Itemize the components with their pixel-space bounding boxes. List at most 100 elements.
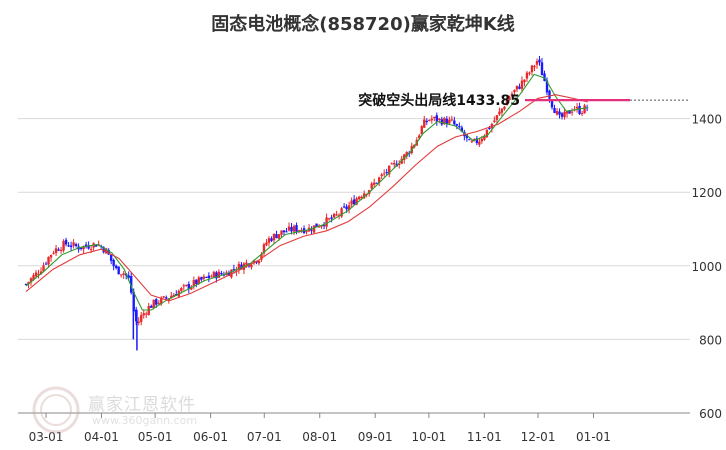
candle-up: [513, 90, 515, 92]
candle-up: [90, 249, 92, 250]
x-tick-label: 12-01: [521, 430, 556, 444]
candle-up: [373, 183, 375, 185]
x-tick-label: 08-01: [302, 430, 337, 444]
candle-down: [453, 121, 455, 125]
candle-up: [35, 273, 37, 277]
candle-up: [526, 73, 528, 79]
candle-up: [72, 242, 74, 245]
candle-up: [583, 105, 585, 113]
candle-down: [436, 115, 438, 121]
candle-up: [333, 214, 335, 218]
candle-up: [180, 288, 182, 291]
candle-down: [195, 280, 197, 284]
candle-up: [481, 139, 483, 142]
candle-up: [521, 81, 523, 89]
candle-down: [275, 234, 277, 238]
candle-up: [421, 126, 423, 134]
candle-up: [185, 285, 187, 286]
y-tick-label: 1200: [691, 186, 722, 200]
candle-down: [375, 183, 377, 184]
candle-up: [501, 109, 503, 113]
candle-up: [391, 164, 393, 165]
candle-up: [358, 197, 360, 199]
candle-up: [210, 276, 212, 277]
candle-down: [456, 124, 458, 126]
y-tick-label: 800: [699, 333, 722, 347]
candle-up: [213, 272, 215, 277]
candle-down: [345, 207, 347, 210]
long-ma-line: [26, 95, 588, 301]
candle-up: [163, 296, 165, 297]
candle-up: [268, 238, 270, 243]
candle-up: [293, 226, 295, 232]
candle-down: [67, 245, 69, 246]
candle-up: [531, 65, 533, 72]
candle-up: [122, 273, 124, 274]
candle-up: [433, 117, 435, 118]
candle-down: [155, 299, 157, 305]
candle-up: [438, 119, 440, 120]
candle-down: [343, 206, 345, 207]
candle-up: [280, 230, 282, 234]
candle-down: [283, 230, 285, 232]
x-tick-label: 10-01: [411, 430, 446, 444]
candle-up: [305, 231, 307, 232]
candle-up: [370, 184, 372, 189]
candle-down: [458, 126, 460, 127]
y-tick-label: 1000: [691, 260, 722, 274]
candle-down: [115, 266, 117, 268]
candle-down: [285, 231, 287, 232]
candle-down: [386, 172, 388, 173]
candle-up: [563, 112, 565, 117]
candle-up: [496, 115, 498, 120]
candle-down: [112, 260, 114, 266]
candle-up: [571, 112, 573, 113]
candle-down: [57, 249, 59, 250]
candle-down: [518, 87, 520, 89]
candle-up: [335, 214, 337, 215]
candle-down: [220, 273, 222, 274]
candle-up: [423, 119, 425, 127]
annotation-layer: 突破空头出局线1433.85: [358, 92, 690, 109]
watermark-seal-icon: [30, 384, 82, 436]
candle-down: [561, 113, 563, 117]
watermark-text: 赢家江恩软件: [88, 390, 196, 415]
candle-up: [153, 300, 155, 308]
candle-down: [548, 91, 550, 99]
y-tick-label: 600: [699, 407, 722, 421]
candle-up: [278, 234, 280, 239]
candle-down: [553, 108, 555, 113]
candle-up: [60, 250, 62, 251]
candle-up: [556, 111, 558, 115]
candle-down: [208, 276, 210, 278]
candle-down: [117, 267, 119, 275]
candle-up: [120, 274, 122, 275]
candle-up: [471, 141, 473, 142]
candle-down: [270, 238, 272, 241]
candle-down: [295, 225, 297, 232]
candle-up: [52, 253, 54, 254]
candle-up: [250, 265, 252, 267]
x-tick-label: 01-01: [576, 430, 611, 444]
candle-down: [110, 255, 112, 261]
candle-up: [55, 248, 57, 253]
candle-up: [350, 201, 352, 205]
y-tick-label: 1400: [691, 113, 722, 127]
candle-down: [205, 277, 207, 278]
candle-up: [50, 255, 52, 258]
candle-up: [325, 217, 327, 226]
watermark: 赢家江恩软件 www.360gann.com: [30, 384, 230, 444]
candle-down: [538, 60, 540, 63]
candle-down: [150, 306, 152, 308]
candle-down: [353, 199, 355, 204]
candle-up: [288, 227, 290, 231]
candle-up: [533, 66, 535, 67]
candle-up: [478, 142, 480, 145]
candle-up: [523, 80, 525, 83]
candle-down: [541, 62, 543, 75]
candle-up: [380, 174, 382, 176]
x-tick-label: 07-01: [247, 430, 282, 444]
candle-up: [576, 107, 578, 109]
candle-up: [493, 120, 495, 122]
